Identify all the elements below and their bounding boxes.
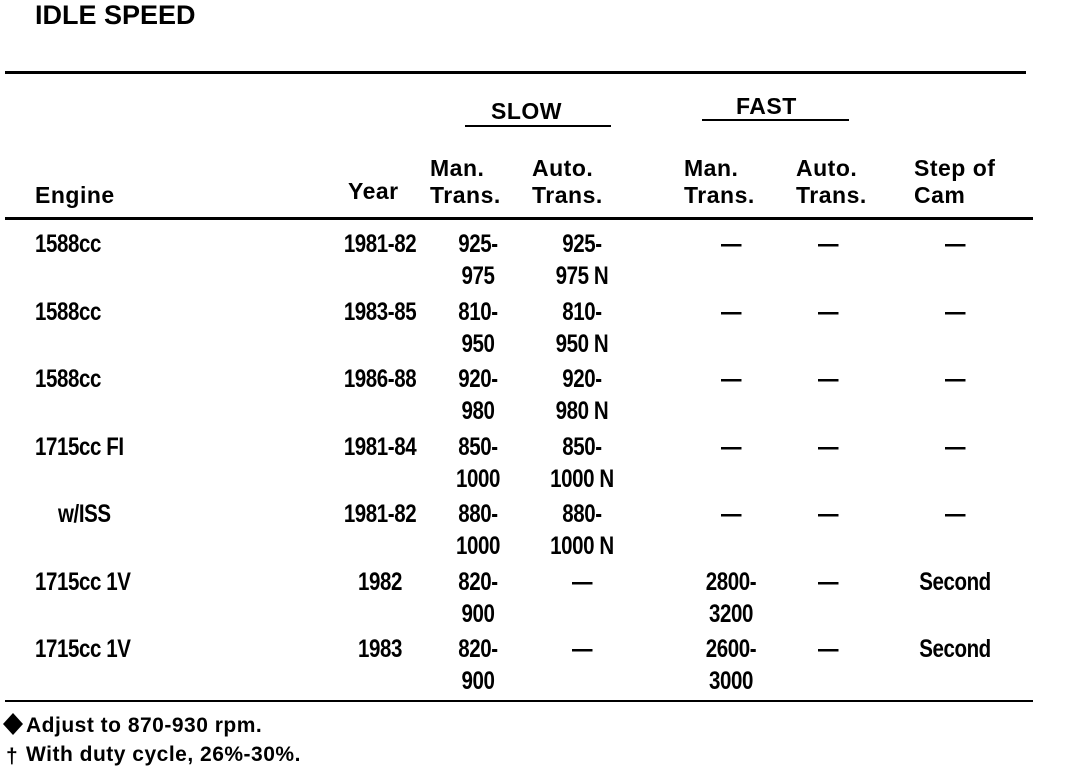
column-header: Trans.: [430, 182, 501, 208]
engine: 1715cc FI: [35, 432, 124, 461]
cell: —: [571, 567, 593, 596]
footnote-text: Adjust to 870-930 rpm.: [26, 714, 263, 737]
cell: 820-: [458, 567, 498, 596]
column-header: Engine: [35, 182, 115, 208]
footnote-mark: †: [6, 745, 19, 768]
cell: 950: [461, 329, 495, 358]
column-header: Trans.: [796, 182, 867, 208]
cell: 920-: [562, 365, 602, 393]
group-slow: SLOW: [491, 98, 562, 124]
cell: 2600-: [705, 635, 757, 663]
cell: Second: [919, 635, 991, 663]
cell: 925-: [562, 230, 602, 258]
cell: 1981-84: [343, 432, 417, 461]
cell: —: [720, 500, 742, 528]
cell: —: [817, 635, 839, 663]
cell: 900: [461, 667, 495, 695]
engine: 1588cc: [35, 297, 101, 326]
engine: 1715cc 1V: [35, 635, 131, 663]
cell: 1000 N: [550, 532, 614, 560]
bottom-rule: [5, 700, 1033, 702]
cell: 880-: [562, 500, 602, 528]
cell: 975 N: [555, 262, 609, 290]
cell: 1000: [456, 532, 500, 560]
column-header: Auto.: [532, 155, 594, 181]
title: IDLE SPEED: [35, 0, 196, 30]
column-header: Step of: [914, 155, 996, 181]
cell: —: [817, 500, 839, 528]
cell: —: [944, 297, 966, 326]
cell: —: [944, 365, 966, 393]
cell: 820-: [458, 635, 498, 663]
cell: 1981-82: [343, 500, 417, 528]
cell: —: [720, 230, 742, 258]
column-header: Man.: [684, 155, 739, 181]
cell: —: [817, 297, 839, 326]
cell: 1000 N: [550, 464, 614, 493]
cell: 3000: [709, 667, 753, 695]
column-header: Man.: [430, 155, 485, 181]
cell: 1983-85: [343, 297, 417, 326]
cell: —: [817, 432, 839, 461]
cell: 920-: [458, 365, 498, 393]
cell: —: [817, 230, 839, 258]
cell: 810-: [458, 297, 498, 326]
cell: 900: [461, 599, 495, 628]
engine: 1715cc 1V: [35, 567, 131, 596]
cell: 1981-82: [343, 230, 417, 258]
column-header: Trans.: [684, 182, 755, 208]
cell: 980: [461, 397, 495, 425]
cell: 1000: [456, 464, 500, 493]
cell: 975: [461, 262, 495, 290]
column-header: Cam: [914, 182, 966, 208]
column-header: Year: [348, 178, 399, 204]
diamond-icon: [3, 713, 23, 735]
cell: —: [944, 500, 966, 528]
cell: —: [817, 365, 839, 393]
cell: 880-: [458, 500, 498, 528]
fast-underline: [702, 119, 849, 121]
cell: —: [720, 432, 742, 461]
cell: —: [944, 230, 966, 258]
cell: 810-: [562, 297, 602, 326]
cell: 3200: [709, 599, 753, 628]
engine: w/ISS: [58, 500, 111, 528]
slow-underline: [465, 125, 611, 127]
footnote-text: With duty cycle, 26%-30%.: [26, 743, 301, 766]
cell: 1982: [358, 567, 402, 596]
header-rule: [5, 217, 1033, 220]
column-header: Auto.: [796, 155, 858, 181]
cell: 980 N: [555, 397, 609, 425]
engine: 1588cc: [35, 365, 101, 393]
cell: 950 N: [555, 329, 609, 358]
group-fast: FAST: [736, 93, 797, 119]
cell: 925-: [458, 230, 498, 258]
cell: —: [817, 567, 839, 596]
cell: Second: [919, 567, 991, 596]
cell: 850-: [458, 432, 498, 461]
cell: 1986-88: [343, 365, 417, 393]
column-header: Trans.: [532, 182, 603, 208]
cell: 1983: [358, 635, 402, 663]
cell: —: [720, 365, 742, 393]
cell: —: [944, 432, 966, 461]
cell: —: [720, 297, 742, 326]
cell: 2800-: [705, 567, 757, 596]
cell: 850-: [562, 432, 602, 461]
top-rule: [5, 71, 1026, 74]
engine: 1588cc: [35, 230, 101, 258]
cell: —: [571, 635, 593, 663]
